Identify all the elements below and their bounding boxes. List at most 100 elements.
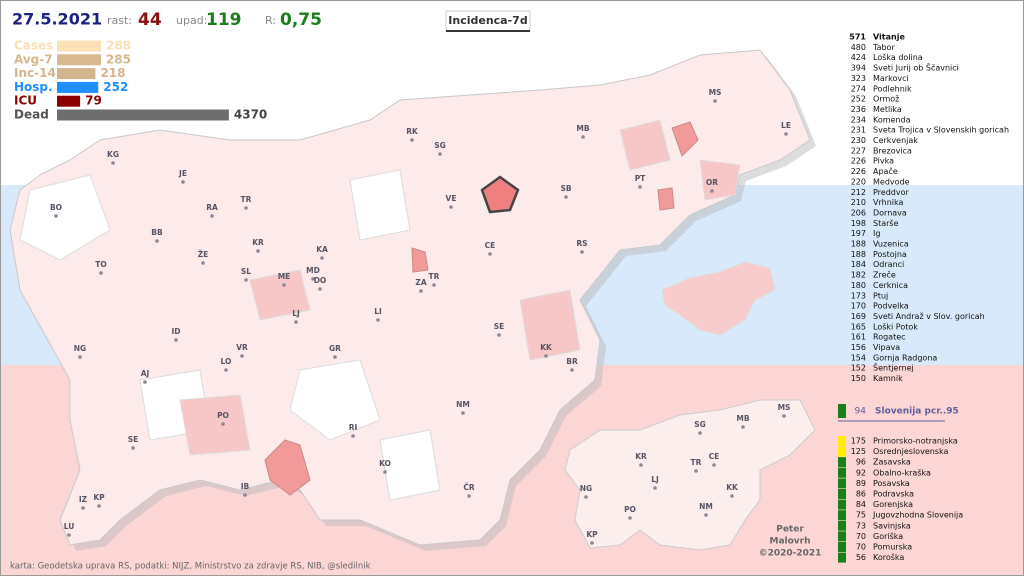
municipality-name: Zreče	[873, 270, 896, 280]
stat-bar	[57, 95, 81, 107]
map-dot	[581, 135, 585, 139]
map-label: RA	[206, 203, 218, 212]
area	[264, 439, 311, 496]
municipality-name: Dornava	[873, 208, 907, 217]
map-dot	[784, 132, 788, 136]
region-value: 92	[856, 468, 866, 477]
municipality-value: 165	[851, 322, 866, 331]
map-dot	[461, 411, 465, 415]
region-box	[838, 542, 846, 552]
map-label: MS	[709, 88, 722, 97]
map-label: JE	[178, 169, 187, 178]
map-dot	[97, 504, 101, 508]
growth-label: rast:	[107, 14, 132, 27]
mini-map-label: MS	[778, 403, 791, 412]
map-label: TR	[429, 272, 440, 281]
municipality-name: Loški Potok	[873, 321, 918, 331]
map-label: KA	[316, 245, 328, 254]
map-label: NM	[456, 400, 470, 409]
municipality-name: Rogatec	[873, 333, 906, 342]
map-label: AJ	[141, 369, 150, 378]
author-first: Peter	[776, 525, 804, 535]
stat-value: 252	[103, 80, 128, 94]
stat-label: Hosp.	[14, 80, 53, 94]
municipality-name: Ptuj	[873, 291, 888, 300]
map-dot	[81, 506, 85, 510]
stat-label: Cases	[14, 39, 53, 53]
map-dot	[730, 494, 734, 498]
area	[657, 187, 675, 211]
municipality-name: Cerknica	[873, 281, 908, 290]
white-municipalities	[19, 169, 441, 501]
mini-map-bottom	[564, 399, 816, 551]
map-dot	[210, 214, 214, 218]
municipality-value: 252	[851, 95, 866, 104]
stat-label: ICU	[14, 94, 37, 108]
map-dot	[712, 463, 716, 467]
mini-map-label: SG	[694, 420, 706, 429]
map-label: SE	[494, 322, 505, 331]
region-name: Primorsko-notranjska	[873, 437, 958, 446]
region-name: Gorenjska	[873, 500, 913, 509]
area	[249, 269, 311, 321]
map-dot	[639, 463, 643, 467]
decline-label: upad:	[176, 14, 207, 27]
municipality-name: Gornja Radgona	[873, 353, 937, 362]
map-label: IB	[241, 482, 250, 491]
municipality-name: Starše	[873, 218, 899, 228]
municipality-value: 480	[851, 43, 866, 52]
municipality-value: 180	[851, 281, 866, 290]
map-dot	[544, 354, 548, 358]
growth: 44	[138, 10, 162, 30]
area	[519, 289, 581, 361]
map-dot	[143, 380, 147, 384]
region-name: Savinjska	[873, 521, 911, 530]
high-municipalities	[264, 121, 699, 496]
area	[671, 121, 699, 157]
stat-label: Avg-7	[14, 52, 53, 66]
municipality-value: 227	[851, 146, 866, 155]
map-label: CE	[485, 241, 496, 250]
map-label: SE	[128, 435, 139, 444]
region-box	[838, 499, 846, 510]
municipality-name: Komenda	[873, 115, 911, 124]
region-name: Zasavska	[873, 458, 911, 467]
map-dot	[580, 250, 584, 254]
map-dot	[318, 287, 322, 291]
map-label: OR	[706, 178, 718, 187]
map-dot	[590, 541, 594, 545]
map-dot	[376, 318, 380, 322]
municipality-value: 197	[851, 229, 866, 238]
map-dot	[741, 425, 745, 429]
map-dot	[351, 434, 355, 438]
region-value: 175	[851, 437, 866, 446]
municipality-name: Vitanje	[873, 33, 905, 42]
map-label: KO	[379, 459, 391, 468]
stat-value: 79	[85, 94, 102, 108]
municipality-value: 394	[851, 64, 866, 73]
slovenia-value: 94	[855, 407, 867, 417]
map-dot	[155, 239, 159, 243]
municipality-value: 170	[851, 302, 866, 311]
mini-map-label: KP	[586, 530, 598, 539]
map-label: TO	[95, 260, 107, 269]
map-dot	[570, 368, 574, 372]
mini-map-label: CE	[709, 452, 720, 461]
map-label: LU	[64, 522, 75, 531]
map-label: SG	[434, 141, 446, 150]
map-label: TR	[241, 195, 252, 204]
region-value: 75	[856, 511, 866, 520]
mini-map-label: PO	[624, 505, 636, 514]
municipality-name: Markovci	[873, 74, 909, 83]
map-label: VE	[446, 194, 457, 203]
date: 27.5.2021	[12, 10, 102, 29]
municipality-value: 226	[851, 157, 866, 166]
mini-map-label: LJ	[651, 475, 659, 484]
municipality-name: Postojna	[873, 250, 907, 259]
municipality-value: 236	[851, 105, 866, 114]
map-label: BB	[151, 228, 163, 237]
municipality-value: 150	[851, 374, 866, 383]
map-dot	[99, 271, 103, 275]
map-dot	[174, 338, 178, 342]
stat-bar	[57, 54, 101, 66]
